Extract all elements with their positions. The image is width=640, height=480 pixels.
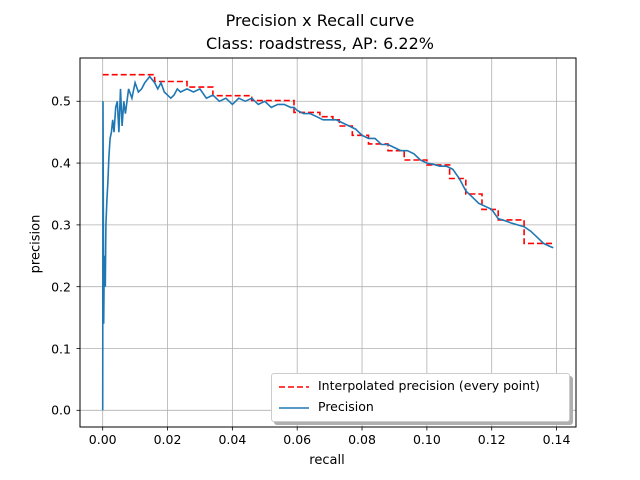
precision-line <box>101 75 554 411</box>
series-layer <box>101 73 554 411</box>
y-axis-label: precision <box>28 214 44 274</box>
x-axis-label: recall <box>309 453 345 468</box>
interpolated-precision-line <box>102 73 554 245</box>
y-tick-label: 0.3 <box>51 217 71 233</box>
legend-swatch-dashed <box>279 386 309 388</box>
plot-area <box>80 58 576 427</box>
legend-swatch-solid <box>279 407 309 409</box>
legend-label-interpolated: Interpolated precision (every point) <box>318 378 540 393</box>
y-tick-label: 0.2 <box>51 279 71 295</box>
grid-lines <box>80 58 576 427</box>
x-tick-label: 0.06 <box>283 432 312 447</box>
legend: Interpolated precision (every point) Pre… <box>271 373 570 422</box>
tick-marks <box>76 100 557 431</box>
x-tick-label: 0.00 <box>88 432 117 447</box>
y-tick-label: 0.4 <box>51 155 71 171</box>
legend-label-precision: Precision <box>318 399 374 414</box>
x-tick-label: 0.10 <box>412 432 441 447</box>
y-tick-label: 0.5 <box>51 93 71 109</box>
chart-subtitle: Class: roadstress, AP: 6.22% <box>206 34 434 53</box>
y-tick-label: 0.0 <box>51 402 71 418</box>
x-tick-label: 0.12 <box>477 432 506 447</box>
x-tick-label: 0.14 <box>542 432 571 447</box>
chart-title: Precision x Recall curve <box>225 11 415 30</box>
y-tick-label: 0.1 <box>51 341 71 356</box>
legend-entry-interpolated: Interpolated precision (every point) <box>272 377 569 397</box>
legend-entry-precision: Precision <box>272 398 569 418</box>
x-tick-label: 0.04 <box>218 432 247 447</box>
x-tick-label: 0.08 <box>348 432 376 447</box>
x-tick-label: 0.02 <box>153 432 182 447</box>
plot-frame <box>79 57 577 428</box>
